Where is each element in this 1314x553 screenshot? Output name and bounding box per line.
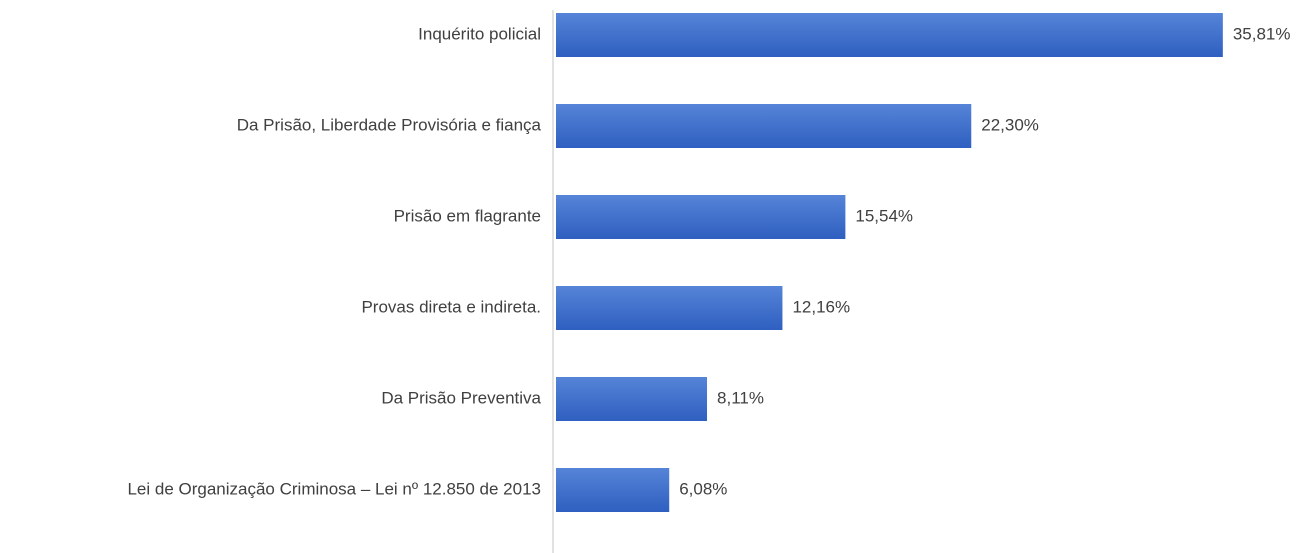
data-label: 8,11%	[717, 388, 764, 407]
category-label: Da Prisão Preventiva	[381, 388, 541, 407]
data-label: 15,54%	[855, 206, 913, 225]
bar	[556, 104, 972, 148]
bar	[556, 286, 783, 330]
category-label: Prisão em flagrante	[394, 206, 541, 225]
bar	[556, 195, 846, 239]
category-label: Lei de Organização Criminosa – Lei nº 12…	[127, 479, 541, 498]
bar	[556, 468, 670, 512]
bar	[556, 13, 1223, 57]
category-label: Provas direta e indireta.	[361, 297, 541, 316]
data-label: 22,30%	[981, 115, 1039, 134]
category-label: Inquérito policial	[418, 24, 541, 43]
bar	[556, 377, 708, 421]
data-label: 35,81%	[1233, 24, 1291, 43]
data-label: 12,16%	[792, 297, 850, 316]
data-label: 6,08%	[679, 479, 727, 498]
category-label: Da Prisão, Liberdade Provisória e fiança	[237, 115, 542, 134]
